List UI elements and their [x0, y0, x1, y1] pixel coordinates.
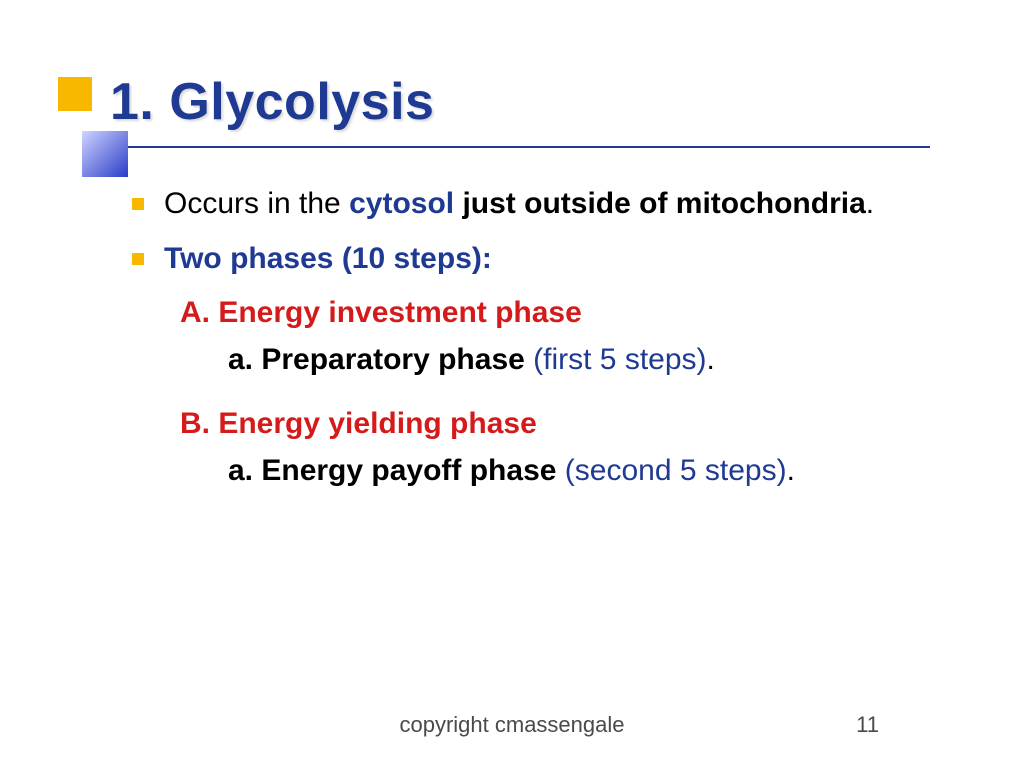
bullet-1-text: Occurs in the cytosol just outside of mi… — [164, 184, 874, 225]
phase-b-block: B. Energy yielding phase a. Energy payof… — [180, 404, 964, 491]
bullet-item-2: Two phases (10 steps): — [132, 239, 964, 280]
phase-a-sub-label: a. Preparatory phase — [228, 343, 533, 376]
copyright-text: copyright cmassengale — [399, 712, 624, 738]
phase-b-label: B. Energy yielding phase — [180, 404, 964, 445]
phase-a-sub: a. Preparatory phase (first 5 steps). — [228, 340, 964, 381]
bullet-2-text: Two phases (10 steps): — [164, 239, 492, 280]
content-area: Occurs in the cytosol just outside of mi… — [0, 148, 1024, 491]
page-number: 11 — [856, 712, 879, 738]
phase-a-sub-detail: (first 5 steps) — [533, 343, 706, 376]
title-area: 1. Glycolysis — [0, 0, 1024, 148]
b1-period: . — [866, 187, 874, 220]
phase-b-sub: a. Energy payoff phase (second 5 steps). — [228, 451, 964, 492]
phase-a-block: A. Energy investment phase a. Preparator… — [180, 293, 964, 380]
b1-prefix: Occurs in the — [164, 187, 349, 220]
bullet-icon — [132, 253, 144, 265]
phase-a-sub-period: . — [707, 343, 715, 376]
slide-title: 1. Glycolysis — [110, 72, 1024, 132]
decoration-yellow-square — [58, 77, 92, 111]
phase-a-label: A. Energy investment phase — [180, 293, 964, 334]
decoration-blue-square — [82, 131, 128, 177]
bullet-item-1: Occurs in the cytosol just outside of mi… — [132, 184, 964, 225]
bullet-icon — [132, 198, 144, 210]
b1-suffix: just outside of mitochondria — [454, 187, 866, 220]
title-underline — [110, 146, 930, 148]
phase-b-sub-detail: (second 5 steps) — [565, 454, 787, 487]
phase-b-sub-label: a. Energy payoff phase — [228, 454, 565, 487]
phase-b-sub-period: . — [787, 454, 795, 487]
b1-highlight: cytosol — [349, 187, 454, 220]
